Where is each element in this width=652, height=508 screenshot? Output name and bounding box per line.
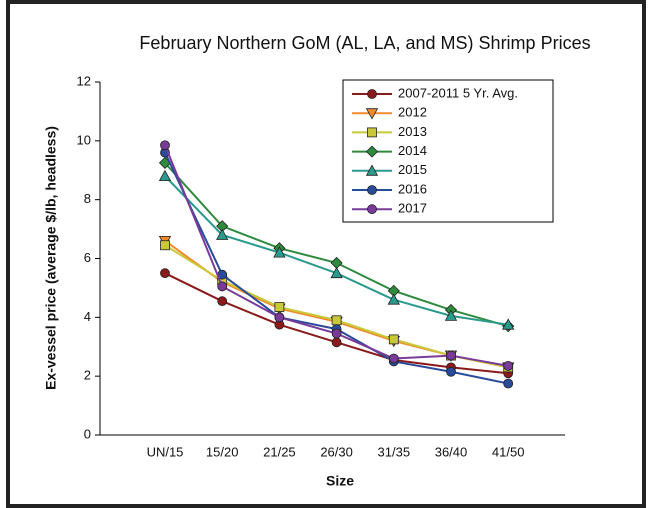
data-point xyxy=(160,140,170,151)
chart-title: February Northern GoM (AL, LA, and MS) S… xyxy=(139,33,590,53)
data-point xyxy=(160,268,170,279)
y-tick-label: 8 xyxy=(84,191,91,206)
y-tick-label: 6 xyxy=(84,250,91,265)
legend-marker xyxy=(367,89,377,99)
legend-label: 2014 xyxy=(398,143,427,158)
data-point xyxy=(388,334,399,345)
y-tick-label: 10 xyxy=(77,132,91,147)
data-point xyxy=(444,309,458,321)
data-point xyxy=(158,169,172,182)
legend-label: 2016 xyxy=(398,181,427,196)
x-tick-label: 15/20 xyxy=(206,444,239,459)
legend-marker xyxy=(365,145,379,158)
x-tick-label: 21/25 xyxy=(263,444,296,459)
y-tick-label: 12 xyxy=(77,73,91,88)
x-tick-label: 41/50 xyxy=(492,444,525,459)
legend-marker xyxy=(367,185,377,195)
legend-label: 2017 xyxy=(398,201,427,216)
y-tick-label: 2 xyxy=(84,368,91,383)
x-tick-label: UN/15 xyxy=(147,444,184,459)
x-tick-label: 26/30 xyxy=(320,444,353,459)
data-point xyxy=(446,350,456,361)
data-point xyxy=(274,312,285,323)
data-point xyxy=(160,240,170,251)
y-axis-label: Ex-vessel price (average $/lb, headless) xyxy=(43,126,59,390)
data-point xyxy=(331,337,342,348)
data-point xyxy=(387,293,400,305)
data-point xyxy=(274,302,285,312)
data-point xyxy=(331,315,342,326)
legend-marker xyxy=(367,127,377,138)
legend-marker xyxy=(365,164,379,176)
data-point xyxy=(503,360,514,371)
data-point xyxy=(217,281,228,292)
data-point xyxy=(388,353,399,364)
x-tick-label: 36/40 xyxy=(435,444,468,459)
data-point xyxy=(503,378,514,389)
legend-marker xyxy=(365,108,379,120)
x-axis-label: Size xyxy=(326,473,354,489)
data-point xyxy=(446,366,456,377)
x-tick-label: 31/35 xyxy=(378,444,411,459)
data-point xyxy=(331,328,342,339)
legend-label: 2007-2011 5 Yr. Avg. xyxy=(398,85,518,100)
data-point xyxy=(217,296,228,307)
y-tick-label: 4 xyxy=(84,309,91,324)
data-point xyxy=(502,318,515,330)
legend-marker xyxy=(367,204,377,215)
frame xyxy=(6,0,646,508)
data-point xyxy=(330,266,343,279)
data-point xyxy=(273,246,286,258)
legend-label: 2013 xyxy=(398,124,427,139)
data-point xyxy=(216,228,229,240)
y-tick-label: 0 xyxy=(84,426,91,441)
legend-label: 2012 xyxy=(398,105,427,120)
legend-label: 2015 xyxy=(398,162,427,177)
